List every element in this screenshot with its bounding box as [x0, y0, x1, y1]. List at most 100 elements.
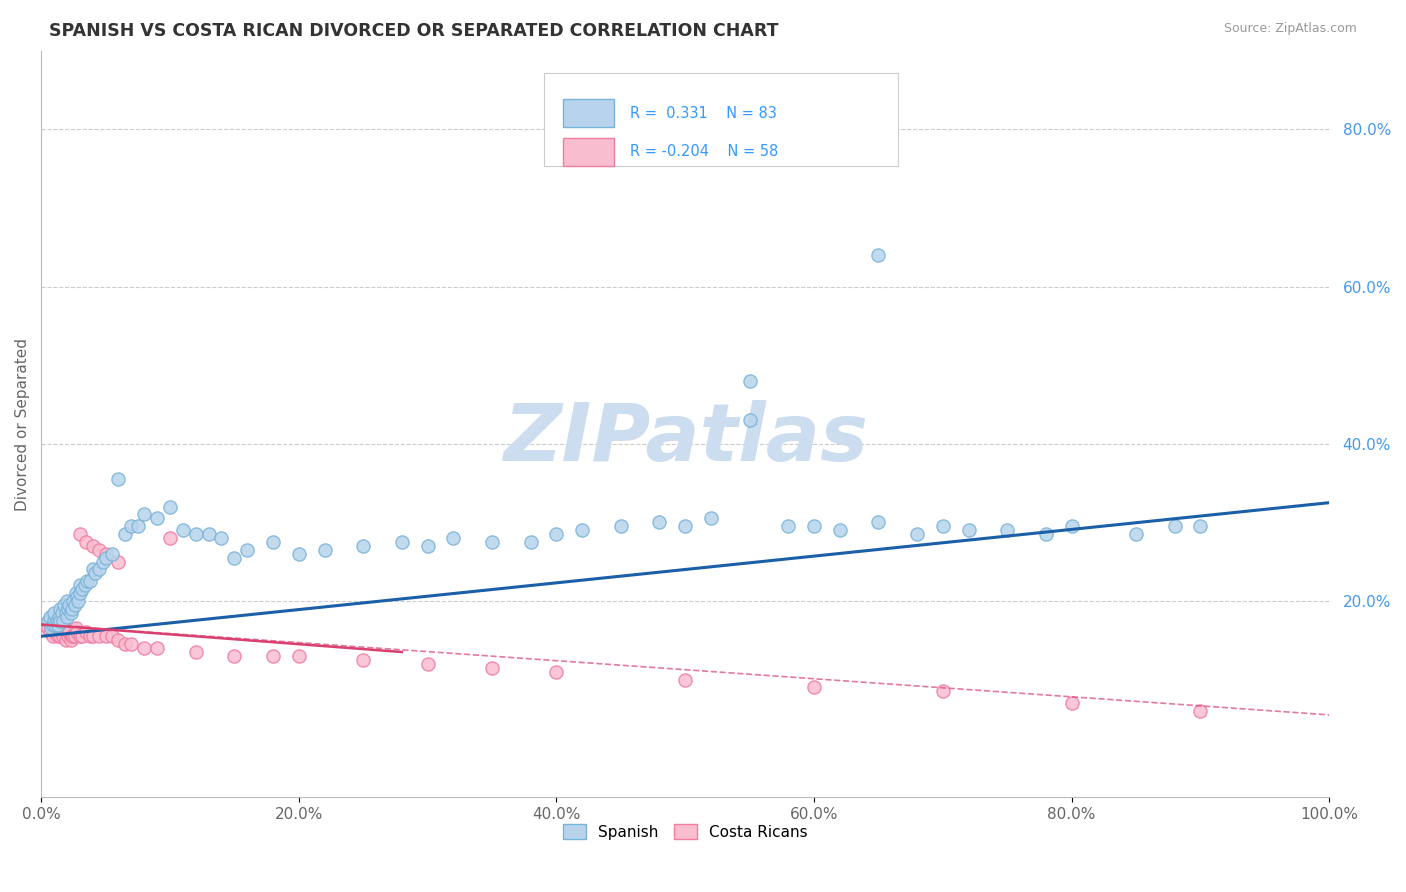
Point	[55, 606, 77, 620]
Point	[101, 629, 124, 643]
Point	[134, 508, 156, 522]
Point	[41, 622, 63, 636]
Point	[58, 625, 80, 640]
Point	[262, 535, 284, 549]
Point	[262, 648, 284, 663]
Text: SPANISH VS COSTA RICAN DIVORCED OR SEPARATED CORRELATION CHART: SPANISH VS COSTA RICAN DIVORCED OR SEPAR…	[49, 22, 779, 40]
Point	[56, 601, 79, 615]
Point	[82, 539, 104, 553]
Point	[481, 535, 503, 549]
Point	[391, 535, 413, 549]
Point	[236, 542, 259, 557]
Point	[55, 633, 77, 648]
Point	[38, 614, 60, 628]
Point	[41, 617, 63, 632]
Point	[738, 413, 761, 427]
Point	[1125, 527, 1147, 541]
Point	[1189, 519, 1212, 533]
Text: R = -0.204    N = 58: R = -0.204 N = 58	[630, 145, 778, 160]
Point	[67, 594, 90, 608]
Point	[69, 578, 91, 592]
Point	[481, 661, 503, 675]
Point	[1164, 519, 1187, 533]
Legend: Spanish, Costa Ricans: Spanish, Costa Ricans	[557, 818, 814, 846]
Point	[60, 629, 83, 643]
Point	[738, 374, 761, 388]
Point	[52, 629, 75, 643]
Point	[778, 519, 800, 533]
Point	[94, 547, 117, 561]
Point	[44, 617, 66, 632]
Point	[48, 622, 70, 636]
Point	[184, 645, 207, 659]
Point	[352, 653, 374, 667]
Text: R =  0.331    N = 83: R = 0.331 N = 83	[630, 106, 776, 120]
Point	[995, 523, 1018, 537]
Point	[72, 629, 94, 643]
Point	[56, 629, 79, 643]
Point	[48, 609, 70, 624]
Point	[416, 539, 439, 553]
Point	[41, 617, 63, 632]
Point	[519, 535, 541, 549]
Point	[441, 531, 464, 545]
Point	[1035, 527, 1057, 541]
Point	[184, 527, 207, 541]
Point	[52, 614, 75, 628]
Point	[700, 511, 723, 525]
Point	[82, 629, 104, 643]
Point	[46, 629, 69, 643]
Point	[69, 586, 91, 600]
Point	[87, 629, 110, 643]
Point	[101, 547, 124, 561]
Point	[42, 606, 65, 620]
Point	[673, 673, 696, 687]
Point	[66, 625, 89, 640]
Text: ZIPatlas: ZIPatlas	[503, 400, 868, 478]
Point	[79, 629, 101, 643]
Point	[65, 622, 87, 636]
Point	[63, 629, 86, 643]
Point	[46, 617, 69, 632]
Point	[127, 519, 149, 533]
FancyBboxPatch shape	[562, 138, 614, 166]
Point	[1189, 704, 1212, 718]
Point	[45, 614, 67, 628]
Point	[41, 629, 63, 643]
Point	[37, 622, 59, 636]
Point	[94, 550, 117, 565]
Point	[94, 629, 117, 643]
Point	[56, 625, 79, 640]
Point	[82, 562, 104, 576]
Point	[49, 601, 72, 615]
Point	[62, 629, 84, 643]
Point	[87, 562, 110, 576]
Point	[287, 648, 309, 663]
Point	[56, 609, 79, 624]
Point	[45, 617, 67, 632]
Point	[49, 614, 72, 628]
Point	[120, 519, 142, 533]
Point	[51, 625, 73, 640]
Point	[44, 625, 66, 640]
Point	[803, 681, 825, 695]
Point	[87, 542, 110, 557]
Point	[91, 555, 114, 569]
Point	[211, 531, 233, 545]
Point	[673, 519, 696, 533]
Point	[957, 523, 980, 537]
Point	[172, 523, 194, 537]
Point	[34, 617, 56, 632]
Point	[287, 547, 309, 561]
Point	[42, 622, 65, 636]
Point	[134, 641, 156, 656]
Point	[314, 542, 336, 557]
Point	[571, 523, 593, 537]
Point	[114, 637, 136, 651]
Point	[63, 598, 86, 612]
Point	[107, 555, 129, 569]
Point	[66, 590, 89, 604]
Point	[120, 637, 142, 651]
Point	[53, 598, 76, 612]
Point	[1060, 696, 1083, 710]
